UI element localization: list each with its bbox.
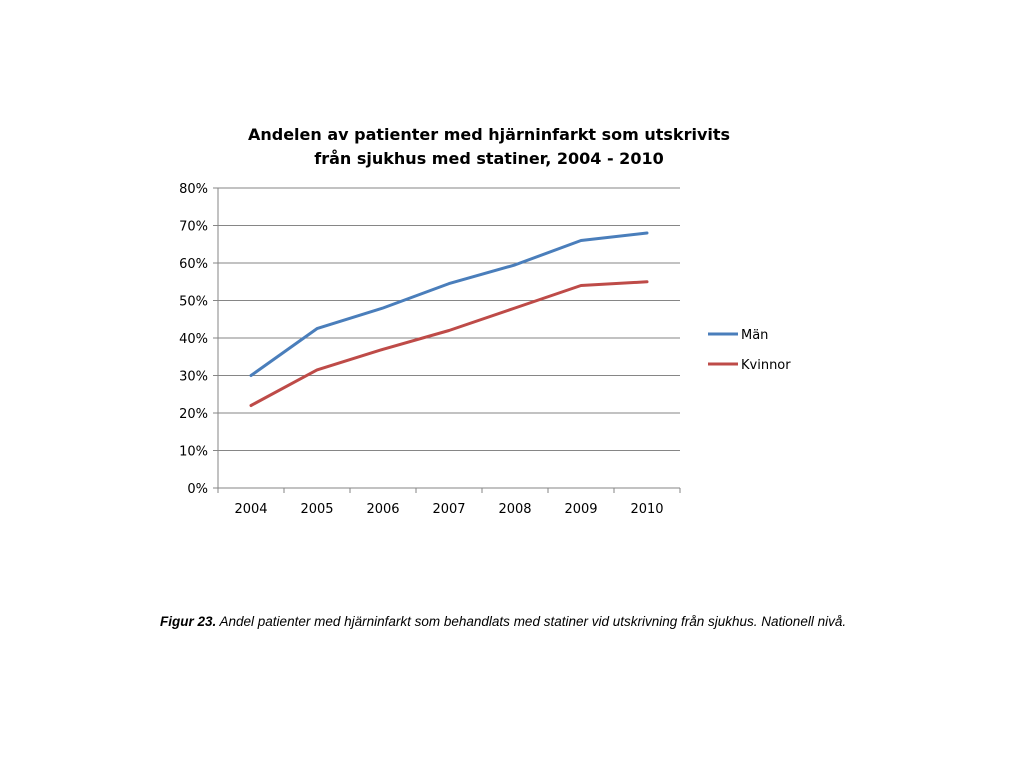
chart-title-line-1: Andelen av patienter med hjärninfarkt so… bbox=[248, 125, 730, 144]
caption-label: Figur 23. bbox=[160, 614, 217, 629]
x-tick-label: 2009 bbox=[564, 502, 597, 517]
gridlines bbox=[218, 187, 680, 451]
y-tick-label: 30% bbox=[179, 370, 208, 385]
legend-label: Män bbox=[741, 328, 768, 343]
legend-item: Kvinnor bbox=[708, 358, 791, 373]
y-tick-label: 10% bbox=[179, 445, 208, 460]
y-tick-labels: 0% 10% 20% 30% 40% 50% 60% 70% 80% bbox=[179, 182, 208, 497]
y-tick-label: 50% bbox=[179, 295, 208, 310]
x-tick-label: 2004 bbox=[234, 502, 267, 517]
x-tick-label: 2010 bbox=[630, 502, 663, 517]
series-line bbox=[249, 231, 649, 377]
legend-label: Kvinnor bbox=[741, 358, 791, 373]
figure-caption: Figur 23. Andel patienter med hjärninfar… bbox=[160, 614, 1020, 629]
x-tick-label: 2005 bbox=[300, 502, 333, 517]
y-tick-label: 80% bbox=[179, 182, 208, 197]
x-tick-label: 2008 bbox=[498, 502, 531, 517]
y-tick-label: 0% bbox=[187, 482, 208, 497]
legend: Män Kvinnor bbox=[708, 328, 791, 373]
x-tick-label: 2006 bbox=[366, 502, 399, 517]
caption-text: Andel patienter med hjärninfarkt som beh… bbox=[216, 614, 847, 629]
y-tick-label: 60% bbox=[179, 257, 208, 272]
x-tick-labels: 2004 2005 2006 2007 2008 2009 2010 bbox=[234, 502, 663, 517]
legend-item: Män bbox=[708, 328, 768, 343]
y-tick-label: 40% bbox=[179, 332, 208, 347]
series-lines bbox=[249, 231, 649, 407]
chart-title-line-2: från sjukhus med statiner, 2004 - 2010 bbox=[314, 149, 663, 168]
x-tick-label: 2007 bbox=[432, 502, 465, 517]
y-tick-label: 70% bbox=[179, 220, 208, 235]
y-tick-label: 20% bbox=[179, 407, 208, 422]
axes bbox=[213, 187, 681, 493]
